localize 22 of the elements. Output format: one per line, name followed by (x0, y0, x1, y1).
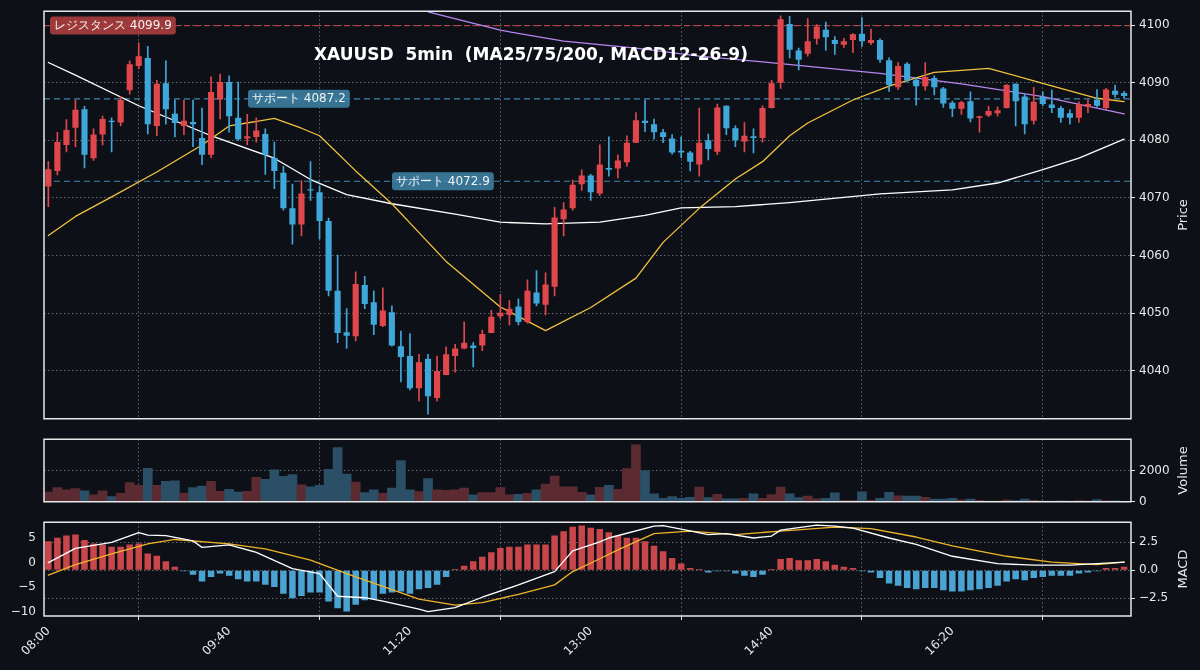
y-tick-label: 4050 (1139, 305, 1170, 320)
y-tick-label: 0.0 (1139, 562, 1159, 577)
y2-tick-label: 5 (28, 530, 36, 545)
ref-line-label: サポート 4072.9 (396, 173, 490, 188)
y2-tick-label: 0 (28, 554, 36, 569)
y-axis-title: MACD (1175, 549, 1191, 589)
y2-tick-label: −10 (10, 604, 36, 619)
y-tick-label: 4060 (1139, 247, 1170, 262)
ref-line-label: サポート 4087.2 (252, 91, 346, 106)
y-axis-title: Volume (1175, 446, 1191, 495)
y-tick-label: 4040 (1139, 363, 1170, 378)
y2-tick-label: −5 (18, 579, 36, 594)
y-tick-label: 4090 (1139, 74, 1170, 89)
y-axis-title: Price (1175, 199, 1191, 231)
y-tick-label: 4070 (1139, 190, 1170, 205)
y-tick-label: 4080 (1139, 132, 1170, 147)
ref-line-label: レジスタンス 4099.9 (54, 18, 172, 33)
y-tick-label: 2.5 (1139, 534, 1159, 549)
y-tick-label: 4100 (1139, 17, 1170, 32)
y-tick-label: −2.5 (1139, 590, 1169, 605)
y-tick-label: 2000 (1139, 463, 1170, 478)
y-tick-label: 0 (1139, 493, 1147, 508)
